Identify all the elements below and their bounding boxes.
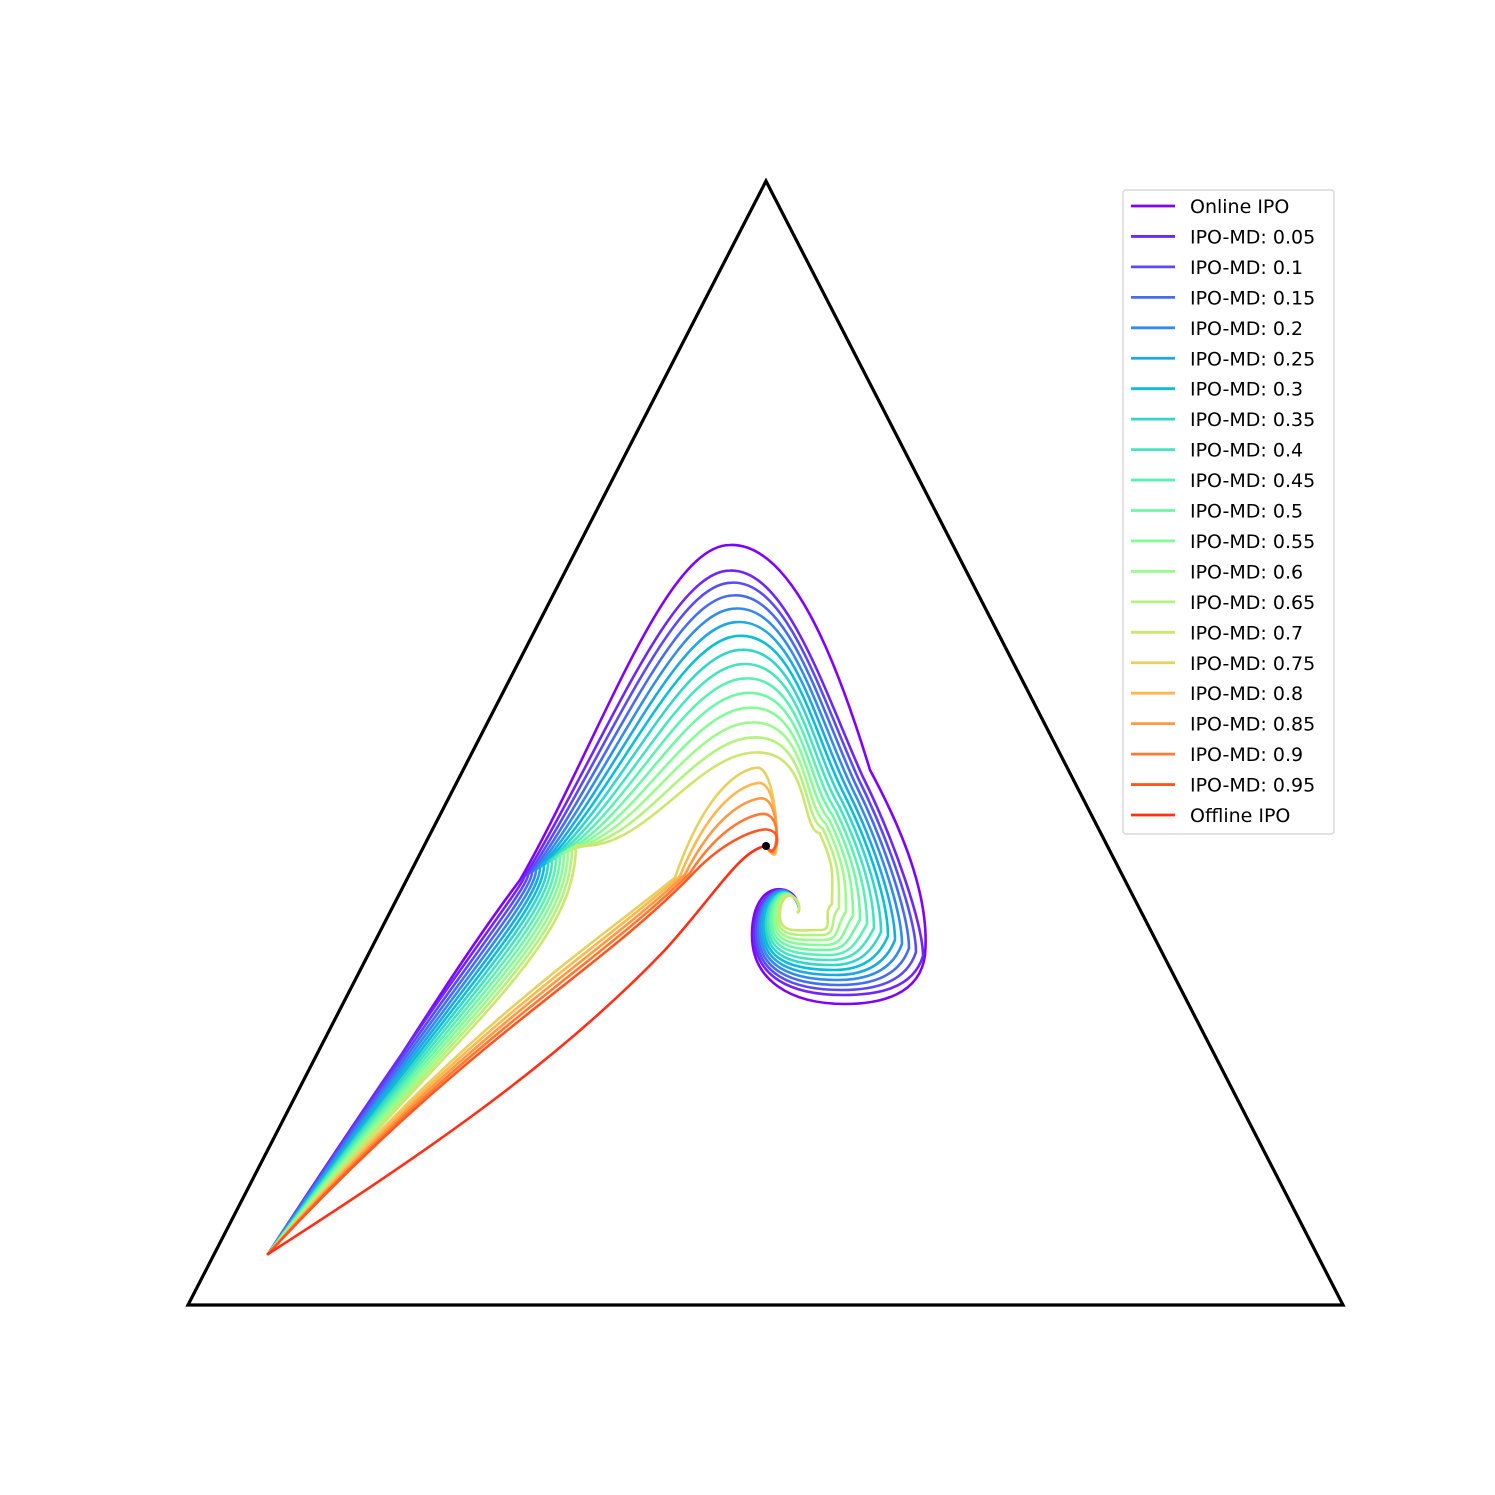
legend-label-10: IPO-MD: 0.5 xyxy=(1190,501,1303,523)
legend-label-13: IPO-MD: 0.65 xyxy=(1190,592,1315,614)
series-line-12 xyxy=(266,721,848,1256)
legend-label-1: IPO-MD: 0.05 xyxy=(1190,226,1315,248)
series-line-2 xyxy=(266,581,918,1256)
series-line-19 xyxy=(266,828,779,1256)
legend-label-15: IPO-MD: 0.75 xyxy=(1190,653,1315,675)
legend-label-16: IPO-MD: 0.8 xyxy=(1190,683,1303,705)
series-layer xyxy=(266,543,927,1256)
legend-label-19: IPO-MD: 0.95 xyxy=(1190,775,1315,797)
legend-label-6: IPO-MD: 0.3 xyxy=(1190,379,1303,401)
series-line-20 xyxy=(266,844,768,1256)
legend-label-5: IPO-MD: 0.25 xyxy=(1190,348,1315,370)
legend-label-8: IPO-MD: 0.4 xyxy=(1190,440,1303,462)
legend-frame xyxy=(1122,189,1335,835)
series-line-11 xyxy=(266,706,855,1256)
series-line-0 xyxy=(266,543,927,1256)
series-line-9 xyxy=(266,677,869,1256)
simplex-triangle xyxy=(185,177,1346,1307)
legend-label-2: IPO-MD: 0.1 xyxy=(1190,257,1303,279)
legend-label-14: IPO-MD: 0.7 xyxy=(1190,622,1303,644)
legend-label-18: IPO-MD: 0.9 xyxy=(1190,744,1303,766)
legend-label-7: IPO-MD: 0.35 xyxy=(1190,409,1315,431)
series-line-6 xyxy=(266,634,890,1256)
series-line-14 xyxy=(266,751,834,1256)
series-line-10 xyxy=(266,691,862,1256)
series-line-3 xyxy=(266,594,911,1256)
series-line-1 xyxy=(266,569,925,1256)
legend-items: Online IPO IPO-MD: 0.05 IPO-MD: 0.1 IPO-MD:… xyxy=(1131,196,1315,827)
legend-label-0: Online IPO xyxy=(1190,196,1289,218)
series-line-5 xyxy=(266,620,897,1256)
legend-label-20: Offline IPO xyxy=(1190,805,1290,827)
legend-label-4: IPO-MD: 0.2 xyxy=(1190,318,1303,340)
legend-label-17: IPO-MD: 0.85 xyxy=(1190,714,1315,736)
legend-label-11: IPO-MD: 0.55 xyxy=(1190,531,1315,553)
legend-label-12: IPO-MD: 0.6 xyxy=(1190,561,1303,583)
target-point-marker xyxy=(762,842,770,850)
legend-label-3: IPO-MD: 0.15 xyxy=(1190,287,1315,309)
legend: Online IPO IPO-MD: 0.05 IPO-MD: 0.1 IPO-MD:… xyxy=(1122,189,1335,835)
series-line-15 xyxy=(266,766,779,1256)
series-line-8 xyxy=(266,662,876,1256)
series-line-4 xyxy=(266,607,904,1256)
series-line-13 xyxy=(266,736,841,1256)
series-line-7 xyxy=(266,648,883,1256)
legend-label-9: IPO-MD: 0.45 xyxy=(1190,470,1315,492)
